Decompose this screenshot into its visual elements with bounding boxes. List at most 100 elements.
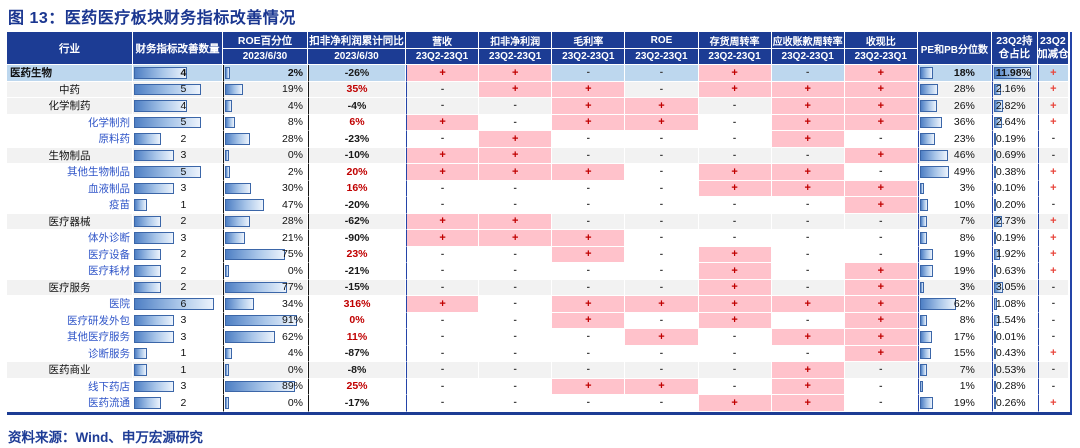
pe-pb-percentile-cell: 15%: [917, 345, 992, 362]
indicator-sign-cell: -: [771, 197, 845, 214]
indicator-sign: -: [659, 281, 664, 293]
indicator-sign-cell: +: [406, 114, 480, 131]
count-value: 1: [180, 198, 187, 211]
position-change-sign: -: [1051, 149, 1056, 161]
industry-label: 其他生物制品: [67, 166, 130, 179]
indicator-sign: +: [877, 314, 885, 327]
industry-label: 医疗器械: [48, 215, 91, 228]
count-cell: 2: [133, 263, 223, 280]
indicator-sign-cell: -: [625, 246, 699, 263]
indicator-sign-cell: -: [479, 329, 553, 346]
indicator-sign: +: [585, 99, 592, 112]
indicator-sign-cell: -: [406, 329, 480, 346]
count-cell: 6: [133, 296, 223, 313]
indicator-sign-cell: +: [625, 114, 699, 131]
col-header-revenue: 营收: [406, 32, 480, 49]
indicator-sign: +: [511, 83, 519, 96]
indicator-sign: -: [806, 232, 810, 244]
table-row: 医药商业 1 0% -8% - - - - - + - 7% 0.53% -: [7, 362, 1070, 379]
indicator-sign-cell: +: [552, 81, 626, 98]
indicator-sign: +: [804, 116, 811, 129]
indicator-sign: -: [440, 83, 445, 95]
indicator-sign-cell: +: [698, 395, 772, 412]
count-cell: 2: [133, 213, 223, 230]
indicator-sign: -: [732, 380, 737, 392]
indicator-sign: -: [659, 248, 664, 260]
roe-percentile-bar: [225, 166, 231, 178]
indicator-sign: +: [877, 281, 885, 294]
indicator-sign-cell: +: [552, 312, 626, 329]
roe-percentile-cell: 8%: [223, 114, 308, 131]
indicator-sign: +: [731, 165, 738, 178]
industry-label: 医药生物: [10, 67, 52, 80]
col-header-position-change: 23Q2 加减仓: [1037, 32, 1069, 65]
indicator-sign-cell: -: [406, 362, 480, 379]
industry-label: 疫苗: [109, 199, 130, 212]
table-row: 医疗耗材 2 0% -21% - - - - + - +19% 0.63% +: [7, 263, 1070, 280]
col-header-inventory-turnover: 存货周转率: [698, 32, 772, 49]
col-subheader-gross-margin-period: 23Q2-23Q1: [552, 49, 626, 65]
indicator-sign: -: [513, 347, 517, 359]
profit-yoy-value: 0%: [349, 314, 365, 327]
holding-bar: [993, 380, 996, 392]
indicator-sign-cell: +: [698, 180, 772, 197]
industry-cell: 生物制品: [7, 147, 133, 164]
indicator-sign-cell: +: [844, 98, 918, 115]
profit-yoy-value: -26%: [344, 66, 370, 79]
indicator-sign-cell: -: [771, 345, 845, 362]
industry-cell: 医疗耗材: [7, 263, 133, 280]
pe-pb-value: 3%: [959, 182, 975, 195]
indicator-sign: +: [511, 149, 519, 162]
industry-cell: 体外诊断: [7, 230, 133, 247]
profit-yoy-cell: 35%: [308, 81, 406, 98]
indicator-sign-cell: -: [552, 180, 626, 197]
industry-cell: 血液制品: [7, 180, 133, 197]
table-row: 疫苗 1 47% -20% - - - - - - +10% 0.20% -: [7, 197, 1070, 214]
pe-pb-bar: [919, 215, 927, 227]
indicator-sign-cell: -: [552, 263, 626, 280]
pe-pb-value: 28%: [953, 83, 975, 96]
position-change-sign: +: [1050, 248, 1057, 261]
indicator-sign: -: [586, 149, 590, 161]
indicator-sign: -: [659, 182, 664, 194]
holding-ratio-cell: 0.19%: [991, 230, 1038, 247]
position-change-sign: -: [1051, 331, 1056, 343]
indicator-sign: -: [732, 100, 737, 112]
holding-bar: [993, 281, 1004, 293]
holding-bar: [993, 182, 996, 194]
indicator-sign: -: [586, 364, 590, 376]
indicator-sign: +: [804, 330, 811, 343]
count-cell: 2: [133, 395, 223, 412]
indicator-sign-cell: +: [844, 114, 918, 131]
indicator-sign-cell: +: [698, 65, 772, 82]
count-value: 2: [180, 215, 187, 228]
roe-percentile-value: 62%: [281, 330, 303, 343]
table-row: 原料药 2 28% -23% - + - - - + -23% 0.19% -: [7, 131, 1070, 148]
indicator-sign: -: [586, 199, 590, 211]
holding-bar: [993, 298, 998, 310]
roe-percentile-cell: 30%: [223, 180, 308, 197]
profit-yoy-cell: -26%: [308, 65, 406, 82]
roe-percentile-value: 75%: [281, 248, 303, 261]
indicator-sign: +: [585, 314, 592, 327]
profit-yoy-value: 316%: [343, 297, 371, 310]
indicator-sign: -: [586, 331, 590, 343]
holding-value: 1.08%: [995, 297, 1026, 310]
count-bar: [134, 232, 175, 244]
count-bar: [134, 314, 175, 326]
roe-percentile-cell: 0%: [223, 395, 308, 412]
indicator-sign-cell: +: [698, 279, 772, 296]
roe-percentile-value: 77%: [281, 281, 303, 294]
roe-percentile-bar: [225, 215, 250, 227]
indicator-sign-cell: -: [698, 114, 772, 131]
indicator-sign: -: [806, 149, 810, 161]
holding-bar: [993, 133, 996, 145]
roe-percentile-value: 4%: [287, 347, 303, 360]
industry-label: 化学制剂: [88, 116, 130, 129]
indicator-sign: +: [877, 149, 885, 162]
profit-yoy-value: -20%: [344, 198, 370, 211]
indicator-sign-cell: -: [552, 329, 626, 346]
roe-percentile-value: 28%: [281, 215, 303, 228]
table-row: 医疗服务 2 77% -15% - - - - + - +3% 3.05% -: [7, 279, 1070, 296]
